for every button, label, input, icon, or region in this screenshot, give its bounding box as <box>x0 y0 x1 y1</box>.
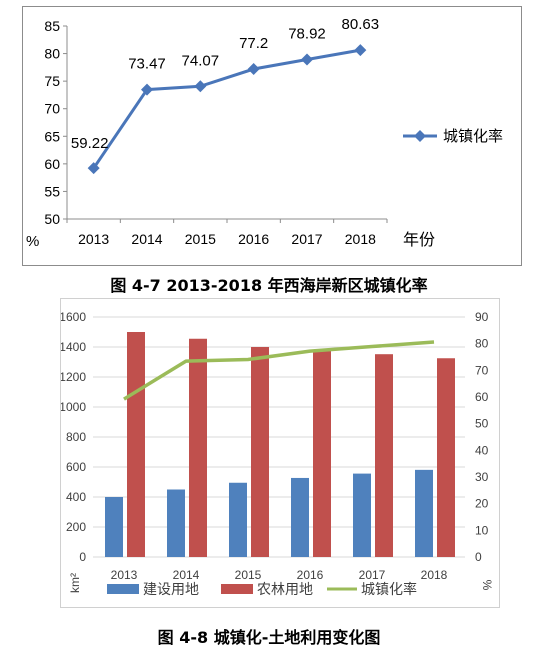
left-y-tick-label: 200 <box>66 520 86 534</box>
y-tick-label: 80 <box>44 46 60 62</box>
x-tick-label: 2018 <box>345 231 376 247</box>
x-tick-label: 2018 <box>421 568 448 582</box>
figure-4-8-caption: 图 4-8 城镇化-土地利用变化图 <box>157 628 381 647</box>
data-label: 73.47 <box>128 56 166 73</box>
left-y-tick-label: 400 <box>66 490 86 504</box>
right-y-tick-label: 0 <box>475 550 482 564</box>
y-tick-label: 65 <box>44 128 60 144</box>
y-tick-label: 55 <box>44 183 60 199</box>
agro-forest-land-bar <box>437 358 455 557</box>
agro-forest-land-bar <box>127 332 145 557</box>
data-label: 74.07 <box>182 52 220 69</box>
construction-land-bar <box>353 473 371 557</box>
x-tick-label: 2013 <box>111 568 138 582</box>
right-y-tick-label: 70 <box>475 363 489 377</box>
data-point-marker <box>354 44 367 57</box>
agro-forest-land-bar <box>375 354 393 557</box>
agro-forest-land-bar <box>313 350 331 557</box>
left-y-tick-label: 600 <box>66 460 86 474</box>
data-point-marker <box>194 80 207 93</box>
data-label: 78.92 <box>288 26 326 43</box>
x-tick-label: 2013 <box>78 231 109 247</box>
y-tick-label: 50 <box>44 211 60 227</box>
urbanization-rate-line <box>123 340 435 401</box>
left-y-tick-label: 1200 <box>61 370 86 384</box>
left-y-axis-unit: km² <box>68 573 82 593</box>
left-y-tick-label: 1600 <box>61 310 86 324</box>
x-tick-label: 2017 <box>359 568 386 582</box>
x-tick-label: 2016 <box>238 231 269 247</box>
y-tick-label: 70 <box>44 101 60 117</box>
right-y-tick-label: 30 <box>475 470 489 484</box>
legend-construction-land-swatch <box>107 584 139 594</box>
construction-land-bar <box>291 477 309 557</box>
left-y-tick-label: 0 <box>79 550 86 564</box>
urbanization-series-line <box>92 48 361 170</box>
urbanization-rate-chart: 50 55 60 65 70 75 80 85 2013 2014 2015 2016 2017 2018… <box>22 6 522 266</box>
data-label: 80.63 <box>342 16 380 33</box>
right-y-tick-label: 20 <box>475 497 489 511</box>
y-tick-label: 75 <box>44 73 60 89</box>
right-y-tick-label: 10 <box>475 523 489 537</box>
construction-land-bar <box>105 497 123 557</box>
x-tick-label: 2015 <box>185 231 216 247</box>
right-y-axis-unit: % <box>480 580 494 591</box>
data-point-marker <box>301 53 313 66</box>
legend-construction-land-label: 建设用地 <box>143 581 199 597</box>
agro-forest-land-bar <box>251 347 269 557</box>
data-label: 77.2 <box>239 35 268 52</box>
data-point-marker <box>247 63 260 76</box>
data-point-marker <box>87 162 100 175</box>
data-point-marker <box>141 83 153 96</box>
construction-land-bar <box>167 489 185 557</box>
construction-land-bar <box>229 482 247 557</box>
left-y-tick-label: 1400 <box>61 340 86 354</box>
legend-urbanization-rate-label: 城镇化率 <box>361 581 417 597</box>
y-axis-label: % <box>26 233 39 250</box>
x-tick-label: 2017 <box>291 231 322 247</box>
construction-land-bar <box>415 469 433 557</box>
land-use-chart: 0 200 400 600 800 1000 1200 1400 1600 0 10 20 30 40 50… <box>59 298 500 608</box>
legend-label: 城镇化率 <box>443 128 503 145</box>
legend-agro-forest-land-swatch <box>221 584 253 594</box>
urbanization-line-chart-svg: 50 55 60 65 70 75 80 85 2013 2014 2015 2016 2017 2018… <box>26 16 503 250</box>
land-use-combo-chart-svg: 0 200 400 600 800 1000 1200 1400 1600 0 10 20 30 40 50… <box>59 310 494 597</box>
x-tick-label: 2016 <box>297 568 324 582</box>
x-tick-label: 2014 <box>131 231 162 247</box>
x-tick-label: 2014 <box>173 568 200 582</box>
y-tick-label: 60 <box>44 156 60 172</box>
y-tick-label: 85 <box>44 18 60 34</box>
right-y-tick-label: 50 <box>475 417 489 431</box>
figure-4-7-caption: 图 4-7 2013-2018 年西海岸新区城镇化率 <box>110 276 428 295</box>
data-label: 59.22 <box>71 135 109 152</box>
right-y-tick-label: 40 <box>475 443 489 457</box>
right-y-tick-label: 90 <box>475 310 489 324</box>
agro-forest-land-bar <box>189 338 207 557</box>
x-tick-label: 2015 <box>235 568 262 582</box>
right-y-tick-label: 60 <box>475 390 489 404</box>
legend-marker-sample <box>414 130 426 142</box>
left-y-tick-label: 800 <box>66 430 86 444</box>
left-y-tick-label: 1000 <box>61 400 86 414</box>
right-y-tick-label: 80 <box>475 337 489 351</box>
x-axis-label: 年份 <box>403 231 435 249</box>
legend-agro-forest-land-label: 农林用地 <box>257 581 313 597</box>
